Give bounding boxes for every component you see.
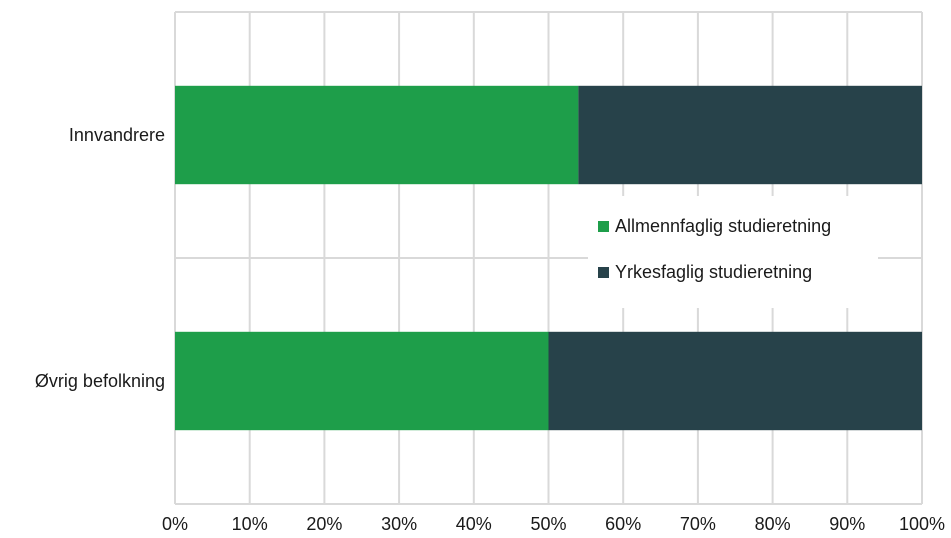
x-tick-label: 40% [456, 514, 492, 534]
x-tick-labels: 0% 10% 20% 30% 40% 50% 60% 70% 80% 90% 100% [162, 514, 945, 534]
x-tick-label: 70% [680, 514, 716, 534]
category-label: Øvrig befolkning [35, 371, 165, 391]
legend-label: Yrkesfaglig studieretning [615, 262, 812, 282]
x-tick-label: 10% [232, 514, 268, 534]
bar-segment-allmennfaglig[interactable] [175, 331, 549, 431]
legend-swatch [598, 267, 609, 278]
legend-label: Allmennfaglig studieretning [615, 216, 831, 236]
bars-layer [175, 85, 923, 431]
x-tick-label: 80% [755, 514, 791, 534]
category-label: Innvandrere [69, 125, 165, 145]
x-tick-label: 60% [605, 514, 641, 534]
bar-segment-yrkesfaglig[interactable] [578, 85, 922, 185]
bar-segment-yrkesfaglig[interactable] [548, 331, 923, 431]
bar-segment-allmennfaglig[interactable] [175, 85, 579, 185]
x-tick-label: 100% [899, 514, 945, 534]
category-labels: Innvandrere Øvrig befolkning [35, 125, 165, 391]
x-tick-label: 20% [306, 514, 342, 534]
legend-swatch [598, 221, 609, 232]
legend: Allmennfaglig studieretning Yrkesfaglig s… [588, 196, 878, 308]
x-tick-label: 50% [530, 514, 566, 534]
legend-box [588, 196, 878, 308]
x-tick-label: 90% [829, 514, 865, 534]
x-tick-label: 0% [162, 514, 188, 534]
x-tick-label: 30% [381, 514, 417, 534]
